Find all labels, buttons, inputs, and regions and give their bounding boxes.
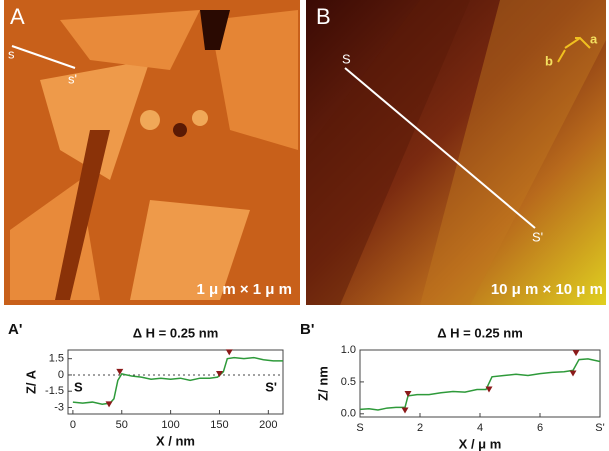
step-marker [570, 371, 577, 377]
panel-label: B' [300, 321, 314, 338]
panel-label: B [316, 4, 331, 29]
step-marker [402, 408, 409, 414]
panel-label: A [10, 4, 25, 29]
axis-label: b [545, 53, 553, 68]
x-axis-label: X / nm [156, 433, 195, 448]
step-marker [226, 349, 233, 355]
x-tick-label: 0 [70, 419, 76, 431]
start-label: S [74, 379, 83, 394]
chart-title: Δ H = 0.25 nm [437, 325, 523, 340]
y-tick-label: 1.0 [341, 344, 356, 356]
chart-title: Δ H = 0.25 nm [133, 325, 219, 340]
x-tick-label: 150 [210, 419, 228, 431]
y-tick-label: 1.5 [49, 353, 64, 365]
x-tick-label: 100 [161, 419, 179, 431]
x-tick-label: 2 [417, 422, 423, 434]
x-axis-label: X / μ m [459, 436, 502, 451]
y-tick-label: 0 [58, 369, 64, 381]
charts: A' Δ H = 0.25 nm X / nm Z/ A 0 50 100 150 200 1.5… [8, 321, 605, 451]
y-axis-label: Z/ A [23, 369, 38, 394]
y-tick-label: 0.0 [341, 408, 356, 420]
y-tick-label: -1.5 [45, 385, 64, 397]
x-tick-label: S [356, 422, 363, 434]
panel-label: A' [8, 321, 22, 338]
image-b: B S S' a b 10 μ m × 10 μ m [306, 0, 606, 305]
x-tick-label: 50 [116, 419, 128, 431]
step-marker [106, 401, 113, 407]
end-label: S' [265, 379, 277, 394]
x-tick-label: 6 [537, 422, 543, 434]
scale-text: 1 μ m × 1 μ m [197, 281, 292, 298]
x-tick-label: 200 [259, 419, 277, 431]
y-tick-label: -3 [54, 401, 64, 413]
line-start: S [342, 51, 351, 66]
figure: A s s' 1 μ m × 1 μ m B S S' a b 10 μ m ×… [0, 0, 609, 451]
x-tick-label: S' [595, 422, 604, 434]
axis-label: a [590, 31, 598, 46]
x-tick-label: 4 [477, 422, 483, 434]
profile-line [360, 359, 600, 410]
profile-line [73, 358, 283, 405]
image-a: A s s' 1 μ m × 1 μ m [4, 0, 300, 305]
y-axis-label: Z/ nm [315, 366, 330, 401]
line-end: S' [532, 229, 543, 244]
line-end: s' [68, 71, 77, 86]
line-start: s [8, 46, 15, 61]
scale-text: 10 μ m × 10 μ m [491, 281, 603, 298]
step-marker [573, 350, 580, 356]
y-tick-label: 0.5 [341, 376, 356, 388]
